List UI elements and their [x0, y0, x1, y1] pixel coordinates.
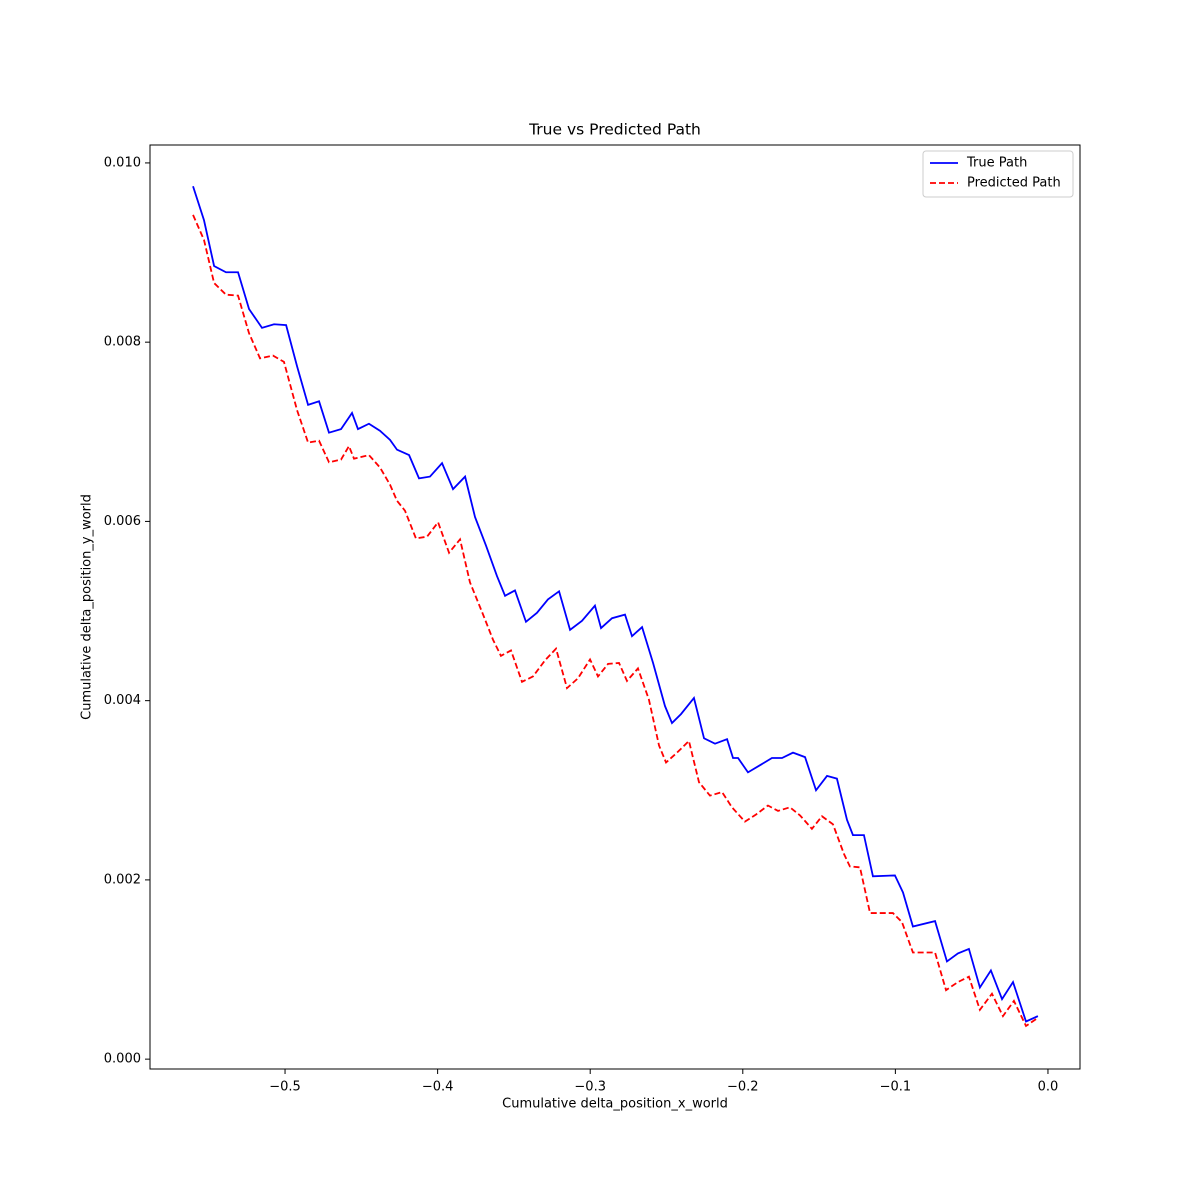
y-tick-label: 0.000 — [104, 1052, 141, 1067]
y-tick-label: 0.008 — [104, 335, 141, 350]
legend-box — [922, 150, 1074, 198]
legend-label: True Path — [966, 156, 1027, 171]
x-axis-label: Cumulative delta_position_x_world — [502, 1097, 728, 1112]
y-tick-label: 0.002 — [104, 872, 141, 887]
series-line — [192, 214, 1039, 1028]
series-line — [192, 185, 1039, 1023]
x-tick-label: −0.5 — [269, 1080, 301, 1095]
legend-label: Predicted Path — [967, 176, 1061, 191]
x-tick-label: −0.3 — [574, 1080, 606, 1095]
y-tick-label: 0.010 — [104, 155, 141, 170]
x-tick-label: −0.1 — [880, 1080, 912, 1095]
chart-title: True vs Predicted Path — [528, 121, 701, 139]
y-axis-label: Cumulative delta_position_y_world — [80, 494, 95, 720]
x-tick-label: −0.2 — [727, 1080, 759, 1095]
plot-frame — [149, 144, 1081, 1070]
y-tick-label: 0.006 — [104, 514, 141, 529]
y-tick-label: 0.004 — [104, 693, 141, 708]
x-tick-label: 0.0 — [1038, 1080, 1059, 1095]
x-tick-label: −0.4 — [422, 1080, 454, 1095]
